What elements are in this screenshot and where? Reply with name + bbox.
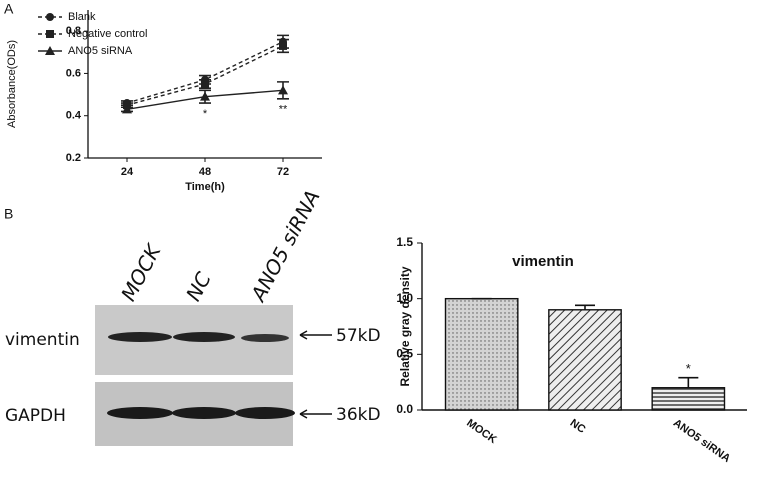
row-label: GAPDH: [5, 406, 66, 426]
y-axis-label: Relative gray density: [398, 266, 412, 386]
y-tick-label: 0.2: [66, 152, 81, 164]
significance: *: [203, 108, 208, 120]
bar: [548, 309, 622, 411]
y-tick-label: 1.0: [396, 291, 413, 305]
marker: [201, 80, 209, 88]
legend-marker: [46, 13, 54, 21]
panel-label: A: [4, 1, 14, 17]
lane-label: ANO5 siRNA: [245, 186, 324, 307]
y-tick-label: 1.5: [396, 235, 413, 249]
size-label: 36kD: [336, 405, 381, 425]
y-tick-label: 0.5: [396, 347, 413, 361]
band: [235, 407, 295, 419]
band: [241, 334, 289, 342]
legend-label: ANO5 siRNA: [68, 45, 133, 57]
band: [173, 332, 235, 342]
chart-title: vimentin: [512, 253, 574, 270]
legend-marker: [45, 46, 55, 55]
y-tick-label: 0.8: [66, 25, 81, 37]
y-tick-label: 0.4: [66, 110, 82, 122]
legend-marker: [46, 30, 54, 38]
y-axis-label: Absorbance(ODs): [6, 40, 18, 128]
band: [108, 332, 172, 342]
x-tick-label: NC: [568, 417, 588, 436]
bar: [444, 297, 519, 411]
y-tick-label: 0.0: [396, 402, 413, 416]
size-label: 57kD: [336, 326, 381, 346]
blot: MOCK NC ANO5 siRNA vimentin GAPDH 57kD 3…: [5, 186, 381, 446]
marker: [200, 91, 210, 101]
y-tick-label: 0.6: [66, 67, 81, 79]
bar: [651, 387, 726, 411]
lane-label: NC: [181, 268, 216, 305]
x-tick-label: 48: [199, 166, 211, 178]
x-tick-label: 24: [121, 166, 134, 178]
arrow-head: [299, 330, 308, 340]
x-axis-label: Time(h): [185, 181, 225, 193]
error-bar: [575, 304, 595, 310]
significance: *: [686, 361, 691, 376]
x-tick-label: ANO5 siRNA: [671, 417, 733, 465]
marker: [278, 85, 288, 95]
x-tick-label: 72: [277, 166, 289, 178]
lane-label: MOCK: [116, 239, 166, 305]
arrow-head: [299, 409, 308, 419]
panel-label: B: [4, 206, 13, 222]
marker: [122, 104, 132, 114]
x-tick-label: MOCK: [464, 417, 498, 446]
error-bar: [678, 376, 699, 388]
band: [172, 407, 236, 419]
legend-label: Blank: [68, 11, 96, 23]
band: [107, 407, 173, 419]
significance: **: [279, 104, 288, 116]
marker: [279, 41, 287, 50]
row-label: vimentin: [5, 330, 80, 350]
legend-label: Negative control: [68, 28, 148, 40]
